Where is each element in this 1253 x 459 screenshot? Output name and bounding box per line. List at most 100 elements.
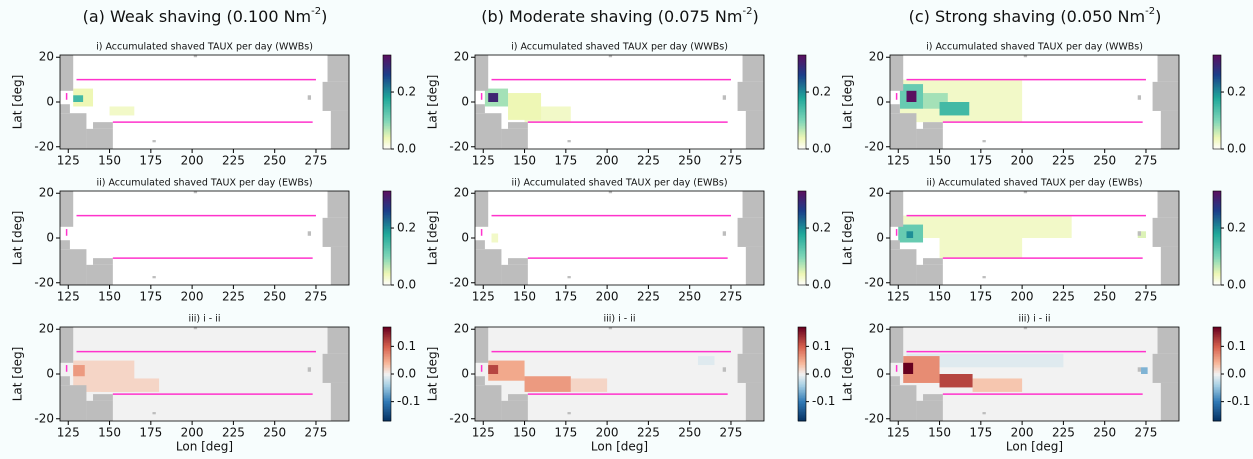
colorbar-segment [1213, 394, 1221, 397]
colorbar-segment [1213, 345, 1221, 348]
colorbar-segment [383, 227, 391, 229]
colorbar-segment [798, 138, 806, 140]
y-tick-label: 20 [869, 186, 884, 200]
colorbar-segment [383, 248, 391, 251]
colorbar-segment [1213, 378, 1221, 381]
colorbar-segment [1213, 117, 1221, 120]
colorbar-segment [1213, 98, 1221, 101]
colorbar-segment [1213, 192, 1221, 195]
land [475, 240, 485, 250]
x-tick-label: 150 [513, 154, 536, 168]
colorbar-segment [383, 81, 391, 84]
colorbar-segment [383, 419, 391, 422]
colorbar-segment [383, 345, 391, 348]
field-cell [524, 376, 571, 392]
colorbar-segment [798, 83, 806, 86]
colorbar-segment [383, 334, 391, 337]
colorbar-segment [798, 205, 806, 208]
colorbar-segment [798, 327, 806, 329]
x-tick-label: 275 [1135, 154, 1158, 168]
colorbar-segment [798, 214, 806, 217]
y-tick-label: -20 [864, 411, 884, 425]
colorbar-segment [383, 83, 391, 86]
colorbar-segment [798, 69, 806, 72]
field-cell [697, 356, 715, 366]
land [475, 55, 489, 91]
land [322, 81, 349, 111]
colorbar-segment [383, 384, 391, 387]
colorbar-segment [383, 359, 391, 362]
colorbar-segment [1213, 62, 1221, 65]
colorbar-segment [383, 394, 391, 397]
x-axis-label: Lon [deg] [1006, 440, 1063, 454]
colorbar-segment [1213, 253, 1221, 256]
colorbar-segment [1213, 234, 1221, 237]
colorbar-segment [798, 283, 806, 286]
colorbar-segment [1213, 274, 1221, 276]
colorbar-segment [798, 275, 806, 278]
colorbar-segment [383, 106, 391, 109]
colorbar-segment [1213, 80, 1221, 83]
y-tick-label: 0 [876, 367, 884, 381]
colorbar-segment [798, 411, 806, 414]
colorbar-segment [383, 108, 391, 111]
colorbar-segment [798, 239, 806, 242]
land [193, 327, 198, 330]
colorbar-segment [1213, 231, 1221, 234]
colorbar-segment [383, 405, 391, 408]
colorbar-segment [383, 330, 391, 333]
colorbar-segment [383, 59, 391, 62]
colorbar-segment [1213, 372, 1221, 375]
colorbar-segment [383, 76, 391, 79]
colorbar-segment [383, 72, 391, 75]
colorbar-segment [383, 259, 391, 262]
colorbar-segment [1213, 203, 1221, 206]
colorbar-segment [1213, 236, 1221, 239]
colorbar-segment [798, 263, 806, 266]
colorbar-segment [1213, 258, 1221, 261]
colorbar-segment [383, 203, 391, 206]
colorbar-segment [798, 191, 806, 193]
y-tick-label: 20 [454, 322, 469, 336]
x-tick-label: 250 [263, 290, 286, 304]
title-text: (a) Weak shaving (0.100 Nm [83, 7, 312, 26]
land [330, 110, 349, 149]
colorbar-segment [798, 391, 806, 394]
colorbar-segment [383, 117, 391, 120]
colorbar-segment [383, 361, 391, 364]
colorbar-segment [1213, 406, 1221, 409]
colorbar-segment [798, 65, 806, 68]
land [60, 104, 70, 114]
y-tick-label: -20 [34, 139, 54, 153]
land [327, 55, 349, 82]
land [890, 55, 904, 91]
colorbar-tick-label: 0.2 [812, 85, 831, 99]
colorbar-segment [798, 73, 806, 76]
land [330, 382, 349, 421]
colorbar-segment [1213, 222, 1221, 225]
colorbar-segment [798, 67, 806, 70]
colorbar-segment [798, 141, 806, 144]
colorbar-segment [1213, 339, 1221, 342]
y-axis-label: Lat [deg] [426, 75, 440, 130]
colorbar-segment [383, 145, 391, 148]
x-tick-label: 250 [1093, 154, 1116, 168]
colorbar-segment [383, 347, 391, 350]
colorbar-segment [798, 128, 806, 131]
colorbar-segment [798, 352, 806, 355]
colorbar-segment [383, 62, 391, 65]
colorbar-segment [798, 136, 806, 139]
colorbar-segment [798, 84, 806, 87]
land [307, 95, 312, 100]
colorbar-segment [383, 208, 391, 211]
colorbar-segment [798, 247, 806, 250]
colorbar-segment [383, 200, 391, 203]
land [475, 385, 502, 421]
colorbar-segment [798, 91, 806, 93]
x-tick-label: 125 [887, 426, 910, 440]
land [1137, 95, 1142, 100]
colorbar-segment [383, 283, 391, 286]
colorbar-segment [1213, 56, 1221, 59]
colorbar-segment [798, 361, 806, 364]
colorbar-segment [1213, 112, 1221, 115]
